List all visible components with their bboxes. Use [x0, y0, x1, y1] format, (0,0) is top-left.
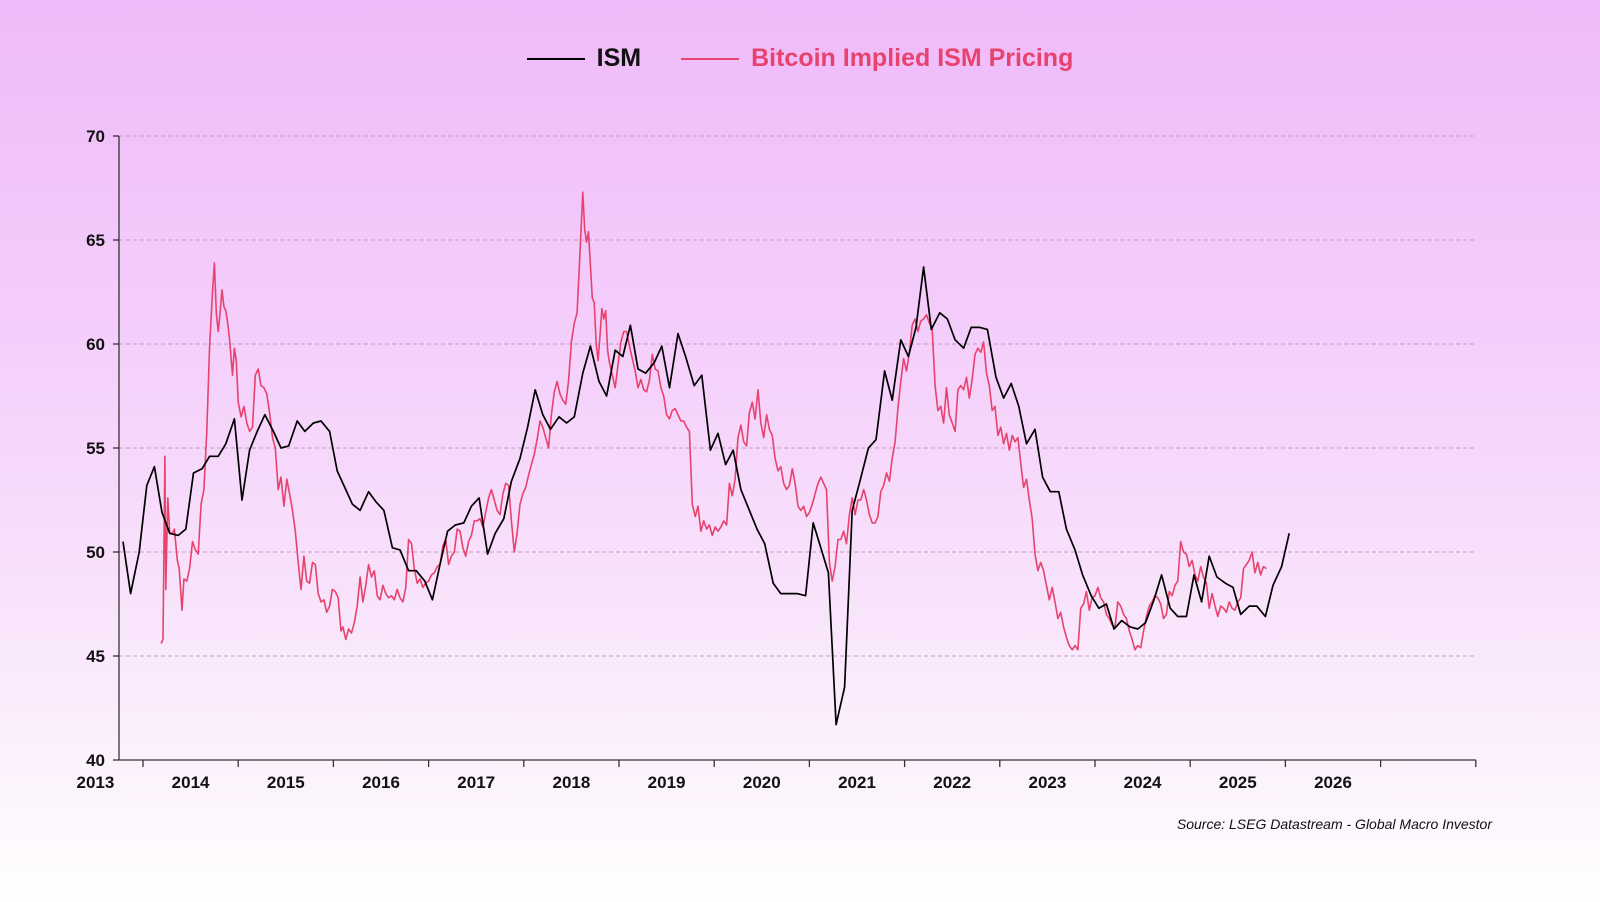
legend-label-ism: ISM: [596, 44, 642, 72]
chart-legend: ISM Bitcoin Implied ISM Pricing: [0, 44, 1600, 73]
series-lines: [122, 191, 1291, 726]
y-tick-label: 70: [86, 127, 105, 146]
x-tick-label-2022: 2022: [933, 773, 971, 792]
x-tick-label-2017: 2017: [457, 773, 495, 792]
y-tick-label: 65: [86, 231, 105, 250]
y-tick-label: 40: [86, 751, 105, 770]
x-tick-label-2023: 2023: [1028, 773, 1066, 792]
x-tick-label-2019: 2019: [648, 773, 686, 792]
legend-item-ism: ISM: [526, 44, 642, 73]
x-tick-label-2020: 2020: [743, 773, 781, 792]
y-tick-label: 45: [86, 647, 105, 666]
legend-swatch-bitcoin: [681, 57, 740, 60]
series-line-bitcoin-implied-ism: [160, 191, 1267, 651]
legend-item-bitcoin: Bitcoin Implied ISM Pricing: [681, 44, 1073, 73]
x-tick-label-2025: 2025: [1219, 773, 1257, 792]
x-tick-label-2015: 2015: [267, 773, 305, 792]
axes: 40 45 50 55 60 65 70 2013 2014 2015 2016 2017 2018 20…: [76, 127, 1477, 792]
y-tick-label: 50: [86, 543, 105, 562]
gridlines: [119, 135, 1476, 657]
series-line-ism: [122, 266, 1291, 726]
x-tick-label-2016: 2016: [362, 773, 400, 792]
y-tick-label: 55: [86, 439, 105, 458]
x-tick-label-2021: 2021: [838, 773, 876, 792]
x-tick-label-2026: 2026: [1314, 773, 1352, 792]
x-tick-label-2014: 2014: [172, 773, 210, 792]
legend-swatch-ism: [526, 57, 585, 60]
x-tick-label-2024: 2024: [1124, 773, 1162, 792]
source-note: Source: LSEG Datastream - Global Macro I…: [1176, 816, 1492, 832]
legend-label-bitcoin: Bitcoin Implied ISM Pricing: [751, 44, 1074, 72]
x-tick-label-2018: 2018: [552, 773, 590, 792]
y-tick-label: 60: [86, 335, 105, 354]
x-tick-label-2013: 2013: [76, 773, 114, 792]
